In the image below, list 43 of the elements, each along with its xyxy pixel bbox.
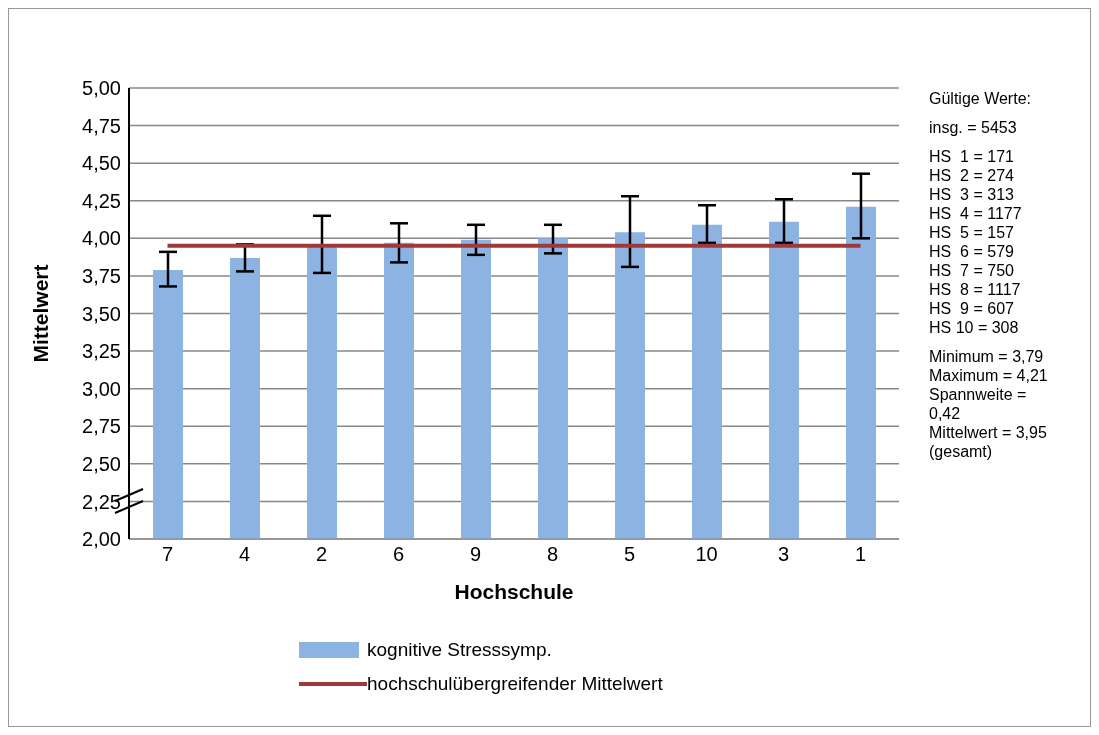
text: HS 5 = 157 xyxy=(929,223,1015,242)
y-tick-label: 5,00 xyxy=(82,77,121,100)
y-tick-label: 2,50 xyxy=(82,452,121,475)
text: Spannweite = 0,42 xyxy=(929,385,1028,423)
text: HS 9 = 607 xyxy=(929,299,1015,318)
text: HS 4 = 1177 xyxy=(929,204,1023,223)
text: HS 10 = 308 xyxy=(929,318,1020,337)
y-tick-label: 4,00 xyxy=(82,227,121,250)
text: HS 2 = 274 xyxy=(929,166,1015,185)
x-tick-label: 5 xyxy=(623,543,636,566)
x-tick-label: 3 xyxy=(777,543,790,566)
text: HS 1 = 171 xyxy=(929,147,1015,166)
x-tick-label: 7 xyxy=(161,543,174,566)
y-tick-label: 4,50 xyxy=(82,152,121,175)
text: Mittelwert = 3,95 (gesamt) xyxy=(929,423,1048,461)
y-tick-label: 2,25 xyxy=(82,490,121,513)
text: HS 3 = 313 xyxy=(929,185,1015,204)
text: Gültige Werte: xyxy=(929,89,1032,108)
y-tick-label: 2,00 xyxy=(82,528,121,551)
y-tick-label: 3,00 xyxy=(82,377,121,400)
text: Maximum = 4,21 xyxy=(929,366,1049,385)
y-tick-label: 3,75 xyxy=(82,265,121,288)
x-tick-label: 4 xyxy=(238,543,251,566)
text: HS 7 = 750 xyxy=(929,261,1015,280)
y-tick-label: 4,75 xyxy=(82,114,121,137)
x-axis-title: Hochschule xyxy=(454,580,574,603)
x-tick-label: 1 xyxy=(854,543,867,566)
text: insg. = 5453 xyxy=(929,118,1018,137)
y-tick-label: 3,25 xyxy=(82,340,121,363)
x-tick-label: 10 xyxy=(695,543,718,566)
x-tick-label: 6 xyxy=(392,543,405,566)
text: HS 8 = 1117 xyxy=(929,280,1022,299)
y-tick-label: 3,50 xyxy=(82,302,121,325)
legend-label: hochschulübergreifender Mittelwert xyxy=(367,673,663,695)
legend-label: kognitive Stresssymp. xyxy=(367,639,552,661)
text: HS 6 = 579 xyxy=(929,242,1015,261)
y-axis-title: Mittelwert xyxy=(29,264,53,363)
text: Minimum = 3,79 xyxy=(929,347,1045,366)
y-tick-label: 4,25 xyxy=(82,189,121,212)
x-tick-label: 2 xyxy=(315,543,328,566)
y-tick-label: 2,75 xyxy=(82,415,121,438)
x-tick-label: 8 xyxy=(546,543,559,566)
x-tick-label: 9 xyxy=(469,543,482,566)
